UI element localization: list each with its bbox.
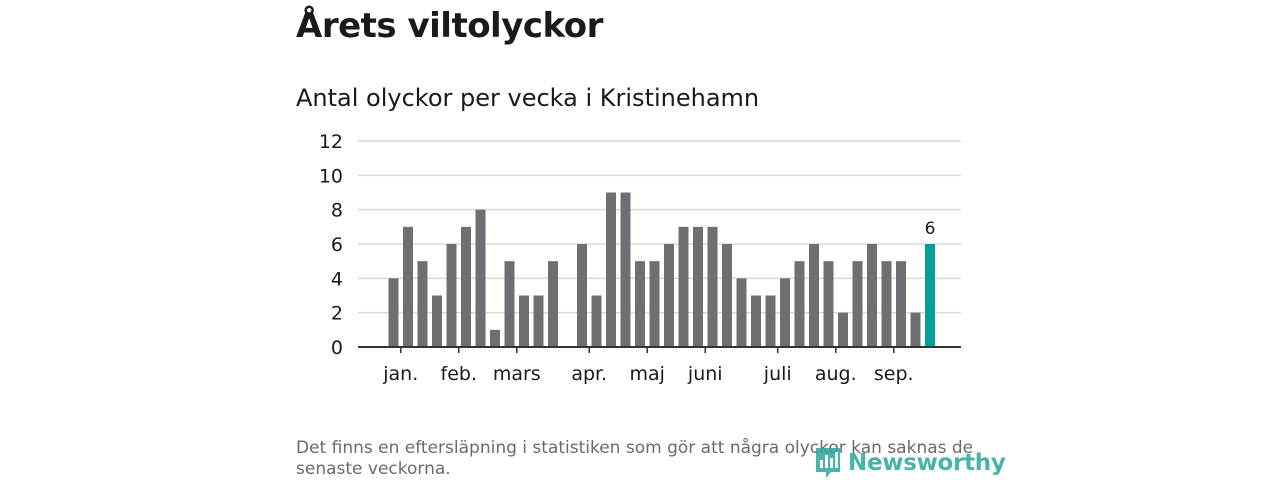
bar-week-20 (664, 244, 674, 347)
bar-week-24 (722, 244, 732, 347)
x-tick-label: aug. (815, 363, 857, 385)
bar-week-1 (388, 278, 399, 347)
x-tick-label: feb. (441, 363, 477, 385)
y-tick-label: 2 (331, 303, 343, 325)
y-tick-label: 4 (331, 268, 343, 290)
bar-week-15 (591, 295, 602, 347)
bar-week-8 (490, 329, 500, 347)
x-tick-label: juni (687, 363, 723, 385)
bar-week-16 (606, 192, 616, 347)
y-tick-label: 6 (331, 234, 343, 256)
bar-week-36 (896, 261, 906, 347)
newsworthy-logo-icon (816, 448, 840, 478)
y-tick-label: 8 (331, 200, 343, 222)
bar-week-38 (925, 244, 935, 347)
bar-week-34 (867, 244, 877, 347)
bar-week-22 (693, 226, 703, 347)
bar-week-27 (765, 295, 776, 347)
bar-week-11 (533, 295, 544, 347)
y-axis-ticks: 0 2 4 6 8 10 12 (319, 131, 343, 359)
x-tick-label: juli (763, 363, 792, 385)
x-tick-label: sep. (874, 363, 914, 385)
bar-week-37 (910, 312, 921, 347)
bar-week-32 (838, 312, 848, 347)
bar-week-26 (751, 295, 761, 347)
y-tick-label: 0 (331, 337, 343, 359)
newsworthy-logo-text: Newsworthy (848, 450, 1006, 476)
bar-week-5 (446, 244, 457, 347)
bar-week-10 (519, 295, 529, 347)
bar-week-35 (881, 261, 892, 347)
data-labels: 6 (925, 219, 936, 239)
x-tick-label: jan. (382, 363, 418, 385)
bar-week-3 (417, 261, 428, 347)
bar-week-31 (823, 261, 834, 347)
x-tick-label: mars (493, 363, 541, 385)
bar-week-14 (577, 244, 587, 347)
bar-week-19 (649, 261, 660, 347)
page-title: Årets viltolyckor (296, 6, 603, 46)
bar-chart: 0 2 4 6 8 10 12 jan. feb. mars apr. maj juni juli aug… (319, 131, 961, 385)
bar-week-6 (461, 226, 471, 347)
bar-week-30 (809, 244, 819, 347)
bar-week-7 (475, 209, 486, 347)
bar-week-33 (852, 261, 863, 347)
bar-week-29 (794, 261, 805, 347)
chart-title: Antal olyckor per vecka i Kristinehamn (296, 84, 760, 112)
footnote: Det finns en eftersläpning i statistiken… (296, 438, 974, 479)
bars (388, 192, 935, 347)
bar-week-21 (678, 226, 689, 347)
bar-week-9 (504, 261, 515, 347)
y-tick-label: 12 (319, 131, 343, 153)
bar-week-4 (432, 295, 442, 347)
x-tick-label: maj (630, 363, 665, 385)
bar-week-18 (635, 261, 645, 347)
bar-week-12 (548, 261, 558, 347)
bar-week-28 (780, 278, 790, 347)
y-tick-label: 10 (319, 165, 343, 187)
bar-week-25 (736, 278, 747, 347)
bar-week-17 (620, 192, 631, 347)
x-axis-ticks: jan. feb. mars apr. maj juni juli aug. sep. (382, 347, 914, 385)
bar-week-2 (403, 226, 413, 347)
newsworthy-logo: Newsworthy (814, 446, 1006, 480)
highlight-data-label: 6 (925, 219, 936, 239)
x-tick-label: apr. (571, 363, 607, 385)
bar-week-23 (707, 226, 718, 347)
